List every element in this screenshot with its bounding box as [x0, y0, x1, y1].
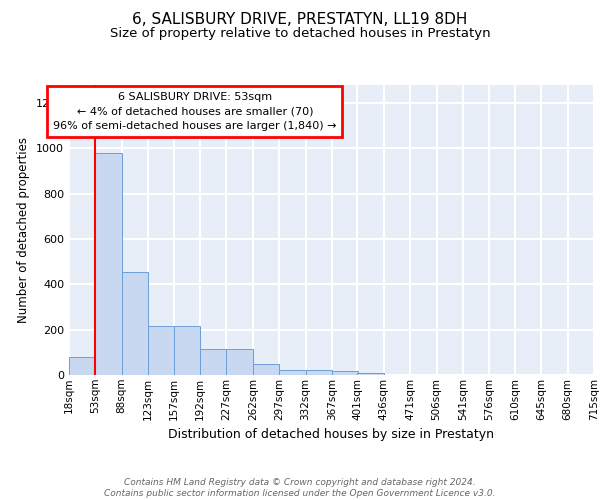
- Bar: [279, 370, 305, 375]
- Text: 6, SALISBURY DRIVE, PRESTATYN, LL19 8DH: 6, SALISBURY DRIVE, PRESTATYN, LL19 8DH: [133, 12, 467, 28]
- Bar: [226, 349, 253, 375]
- Bar: [200, 349, 226, 375]
- Bar: [173, 326, 200, 375]
- Bar: [305, 370, 332, 375]
- Bar: [332, 371, 358, 375]
- Y-axis label: Number of detached properties: Number of detached properties: [17, 137, 31, 323]
- Bar: [253, 364, 279, 375]
- X-axis label: Distribution of detached houses by size in Prestatyn: Distribution of detached houses by size …: [169, 428, 494, 441]
- Bar: [148, 326, 175, 375]
- Bar: [358, 372, 384, 375]
- Text: Contains HM Land Registry data © Crown copyright and database right 2024.
Contai: Contains HM Land Registry data © Crown c…: [104, 478, 496, 498]
- Text: Size of property relative to detached houses in Prestatyn: Size of property relative to detached ho…: [110, 28, 490, 40]
- Bar: [69, 357, 95, 375]
- Text: 6 SALISBURY DRIVE: 53sqm
← 4% of detached houses are smaller (70)
96% of semi-de: 6 SALISBURY DRIVE: 53sqm ← 4% of detache…: [53, 92, 337, 132]
- Bar: [95, 153, 122, 375]
- Bar: [122, 272, 148, 375]
